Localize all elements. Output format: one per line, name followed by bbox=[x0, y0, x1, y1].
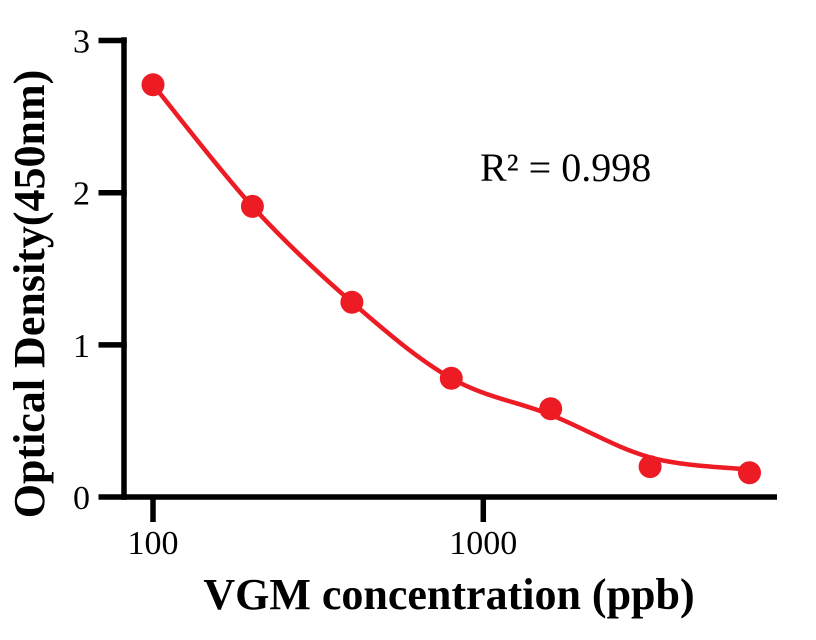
y-tick-label: 2 bbox=[73, 176, 90, 213]
fit-curve bbox=[150, 82, 752, 472]
data-point bbox=[539, 397, 563, 421]
x-tick-label: 1000 bbox=[449, 525, 517, 562]
r-squared-annotation: R² = 0.998 bbox=[480, 145, 652, 190]
y-tick-label: 0 bbox=[73, 480, 90, 517]
y-tick-label: 3 bbox=[73, 24, 90, 61]
data-point bbox=[738, 461, 761, 485]
data-point bbox=[141, 73, 165, 97]
data-point bbox=[240, 194, 264, 218]
y-axis-title: Optical Density(450nm) bbox=[5, 69, 54, 519]
data-point bbox=[340, 290, 364, 314]
x-axis-title: VGM concentration (ppb) bbox=[203, 570, 695, 619]
data-point bbox=[439, 366, 463, 390]
data-point bbox=[638, 455, 662, 479]
x-tick-label: 100 bbox=[128, 525, 179, 562]
y-tick-label: 1 bbox=[73, 328, 90, 365]
